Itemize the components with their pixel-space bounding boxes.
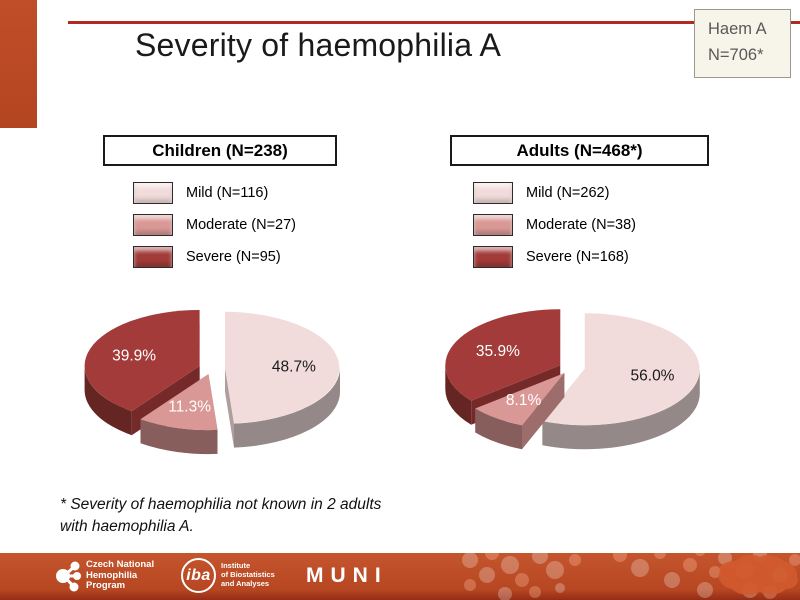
top-divider-line: [68, 21, 800, 24]
legend-item: Severe (N=95): [133, 246, 296, 268]
adults-pie-chart: 56.0% 8.1% 35.9%: [445, 309, 700, 450]
legend-label: Moderate (N=38): [526, 217, 637, 233]
legend-item: Mild (N=262): [473, 182, 636, 204]
legend-label: Mild (N=262): [526, 185, 610, 201]
cnhp-label-line-3: Program: [86, 580, 126, 592]
legend-swatch-moderate: [133, 214, 173, 236]
muni-logo: MUNI: [306, 564, 388, 587]
footnote-line-1: * Severity of haemophilia not known in 2…: [60, 496, 382, 513]
legend-label: Moderate (N=27): [186, 217, 297, 233]
legend-item: Moderate (N=38): [473, 214, 636, 236]
adults-group-header: Adults (N=468*): [450, 135, 709, 166]
pie-slice-label: 48.7%: [272, 358, 316, 375]
legend-swatch-moderate: [473, 214, 513, 236]
footnote-line-2: with haemophilia A.: [60, 517, 194, 535]
footer-decoration: [462, 553, 800, 600]
cohort-badge: Haem A N=706*: [694, 9, 791, 79]
footer-bar: Czech National Hemophilia Program iba In…: [0, 553, 800, 600]
iba-logo: iba Institute of Biostatistics and Analy…: [181, 558, 275, 593]
iba-label-line-3: and Analyses: [221, 578, 270, 588]
pie-slice-label: 8.1%: [506, 392, 542, 409]
legend-label: Severe (N=168): [526, 249, 629, 265]
legend-item: Severe (N=168): [473, 246, 636, 268]
cnhp-molecule-icon: [56, 561, 81, 592]
pie-slice-label: 35.9%: [476, 343, 520, 360]
legend-label: Severe (N=95): [186, 249, 281, 265]
cohort-badge-count: N=706*: [708, 45, 764, 64]
adults-legend: Mild (N=262) Moderate (N=38) Severe (N=168…: [473, 182, 636, 278]
children-group-header: Children (N=238): [103, 135, 337, 166]
footnote: * Severity of haemophilia not known in 2…: [60, 494, 381, 537]
cnhp-label-line-1: Czech National: [86, 559, 155, 571]
iba-abbr: iba: [186, 566, 211, 584]
legend-swatch-mild: [133, 182, 173, 204]
children-legend: Mild (N=116) Moderate (N=27) Severe (N=95): [133, 182, 296, 278]
accent-bar: [0, 0, 37, 128]
czech-map-silhouette: [718, 554, 798, 595]
legend-item: Moderate (N=27): [133, 214, 296, 236]
legend-label: Mild (N=116): [186, 185, 269, 201]
cnhp-logo: Czech National Hemophilia Program: [52, 559, 155, 592]
legend-swatch-mild: [473, 182, 513, 204]
pie-slice-label: 11.3%: [168, 398, 211, 415]
iba-label-line-1: Institute: [221, 561, 251, 571]
cohort-badge-name: Haem A: [708, 20, 767, 38]
legend-swatch-severe: [473, 246, 513, 268]
page-title: Severity of haemophilia A: [135, 27, 502, 63]
legend-swatch-severe: [133, 246, 173, 268]
children-pie-chart: 48.7% 11.3% 39.9%: [84, 310, 340, 455]
pie-slice-label: 39.9%: [112, 348, 156, 365]
legend-item: Mild (N=116): [133, 182, 296, 204]
pie-slice-label: 56.0%: [631, 368, 675, 385]
iba-label-line-2: of Biostatistics: [221, 570, 275, 580]
cnhp-label-line-2: Hemophilia: [86, 569, 138, 581]
iba-ring-icon: iba: [181, 558, 216, 593]
